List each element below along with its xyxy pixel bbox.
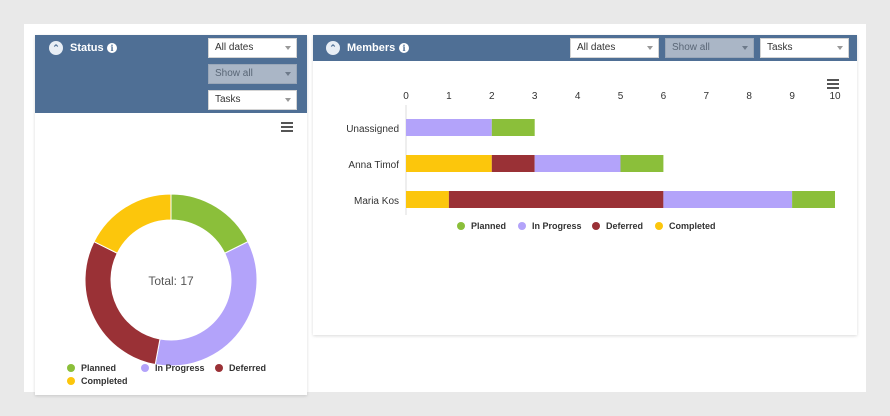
legend-dot bbox=[215, 364, 223, 372]
legend-dot bbox=[518, 222, 526, 230]
legend-label: Completed bbox=[81, 376, 128, 386]
members-panel-header: ⌃ Members i All dates Show all Tasks bbox=[313, 35, 857, 61]
status-dates-value: All dates bbox=[215, 42, 254, 53]
members-type-value: Tasks bbox=[767, 42, 793, 53]
legend-dot bbox=[592, 222, 600, 230]
donut-slice-planned[interactable] bbox=[170, 193, 249, 254]
legend-label: Deferred bbox=[606, 221, 644, 231]
bar-segment-planned[interactable] bbox=[491, 119, 535, 136]
members-type-select[interactable]: Tasks bbox=[760, 38, 849, 58]
members-title: Members bbox=[347, 42, 396, 54]
legend-label: Planned bbox=[81, 363, 117, 373]
donut-slice-completed[interactable] bbox=[93, 193, 172, 254]
legend-label: Completed bbox=[669, 221, 716, 231]
x-tick-label: 10 bbox=[829, 91, 841, 102]
category-label: Unassigned bbox=[346, 124, 399, 135]
donut-slice-deferred[interactable] bbox=[84, 240, 161, 366]
members-dates-select[interactable]: All dates bbox=[570, 38, 659, 58]
bar-segment-in-progress[interactable] bbox=[406, 119, 492, 136]
x-tick-label: 3 bbox=[532, 91, 538, 102]
chevron-down-icon bbox=[837, 46, 843, 50]
legend-label: Deferred bbox=[229, 363, 267, 373]
members-legend-deferred[interactable]: Deferred bbox=[592, 221, 643, 231]
legend-dot bbox=[67, 377, 75, 385]
bar-segment-planned[interactable] bbox=[792, 191, 835, 208]
x-tick-label: 2 bbox=[489, 91, 495, 102]
bar-segment-completed[interactable] bbox=[406, 191, 449, 208]
dashboard-canvas: ⌃ Status i All dates Show all Tasks Tota… bbox=[24, 24, 866, 395]
members-show-select: Show all bbox=[665, 38, 754, 58]
bar-segment-completed[interactable] bbox=[406, 155, 492, 172]
chart-menu-icon[interactable] bbox=[827, 79, 839, 89]
status-legend-deferred[interactable]: Deferred bbox=[215, 363, 266, 373]
x-tick-label: 1 bbox=[446, 91, 452, 102]
chevron-down-icon bbox=[285, 72, 291, 76]
x-tick-label: 0 bbox=[403, 91, 409, 102]
info-icon[interactable]: i bbox=[399, 43, 409, 53]
x-tick-label: 8 bbox=[746, 91, 752, 102]
status-show-select: Show all bbox=[208, 64, 297, 84]
collapse-icon[interactable]: ⌃ bbox=[326, 41, 340, 55]
chevron-down-icon bbox=[647, 46, 653, 50]
status-type-select[interactable]: Tasks bbox=[208, 90, 297, 110]
status-donut-chart: Total: 17 bbox=[84, 193, 258, 367]
bar-segment-in-progress[interactable] bbox=[663, 191, 793, 208]
members-panel: ⌃ Members i All dates Show all Tasks 0 1 2… bbox=[313, 35, 857, 335]
status-dates-select[interactable]: All dates bbox=[208, 38, 297, 58]
members-legend-planned[interactable]: Planned bbox=[457, 221, 506, 231]
status-panel-header: ⌃ Status i All dates Show all Tasks bbox=[35, 35, 307, 113]
legend-dot bbox=[141, 364, 149, 372]
chevron-down-icon bbox=[285, 46, 291, 50]
bar-segment-planned[interactable] bbox=[620, 155, 664, 172]
members-legend-in-progress[interactable]: In Progress bbox=[518, 221, 582, 231]
legend-dot bbox=[655, 222, 663, 230]
legend-label: In Progress bbox=[155, 363, 205, 373]
chart-menu-icon[interactable] bbox=[281, 122, 293, 132]
x-tick-label: 5 bbox=[618, 91, 624, 102]
members-legend-completed[interactable]: Completed bbox=[655, 221, 716, 231]
category-label: Anna Timof bbox=[348, 160, 399, 171]
info-icon[interactable]: i bbox=[107, 43, 117, 53]
legend-dot bbox=[67, 364, 75, 372]
members-show-value: Show all bbox=[672, 42, 710, 53]
category-label: Maria Kos bbox=[354, 196, 399, 207]
legend-label: In Progress bbox=[532, 221, 582, 231]
x-tick-label: 7 bbox=[704, 91, 710, 102]
legend-label: Planned bbox=[471, 221, 507, 231]
chevron-down-icon bbox=[742, 46, 748, 50]
status-title: Status bbox=[70, 42, 104, 54]
legend-dot bbox=[457, 222, 465, 230]
x-tick-label: 4 bbox=[575, 91, 581, 102]
status-type-value: Tasks bbox=[215, 94, 241, 105]
status-show-value: Show all bbox=[215, 68, 253, 79]
collapse-icon[interactable]: ⌃ bbox=[49, 41, 63, 55]
members-dates-value: All dates bbox=[577, 42, 616, 53]
x-tick-label: 6 bbox=[661, 91, 667, 102]
bar-segment-in-progress[interactable] bbox=[534, 155, 621, 172]
bar-segment-deferred[interactable] bbox=[491, 155, 535, 172]
bar-segment-deferred[interactable] bbox=[448, 191, 664, 208]
status-legend-completed[interactable]: Completed bbox=[67, 376, 128, 386]
x-tick-label: 9 bbox=[789, 91, 795, 102]
donut-center-label: Total: 17 bbox=[148, 274, 194, 288]
status-panel: ⌃ Status i All dates Show all Tasks Tota… bbox=[35, 35, 307, 395]
status-legend-in-progress[interactable]: In Progress bbox=[141, 363, 205, 373]
chevron-down-icon bbox=[285, 98, 291, 102]
status-legend-planned[interactable]: Planned bbox=[67, 363, 116, 373]
donut-slice-in-progress[interactable] bbox=[154, 240, 258, 367]
members-bar-chart: 0 1 2 3 4 5 6 7 8 9 10 Unassigned Anna Timof Maria K… bbox=[346, 91, 841, 215]
